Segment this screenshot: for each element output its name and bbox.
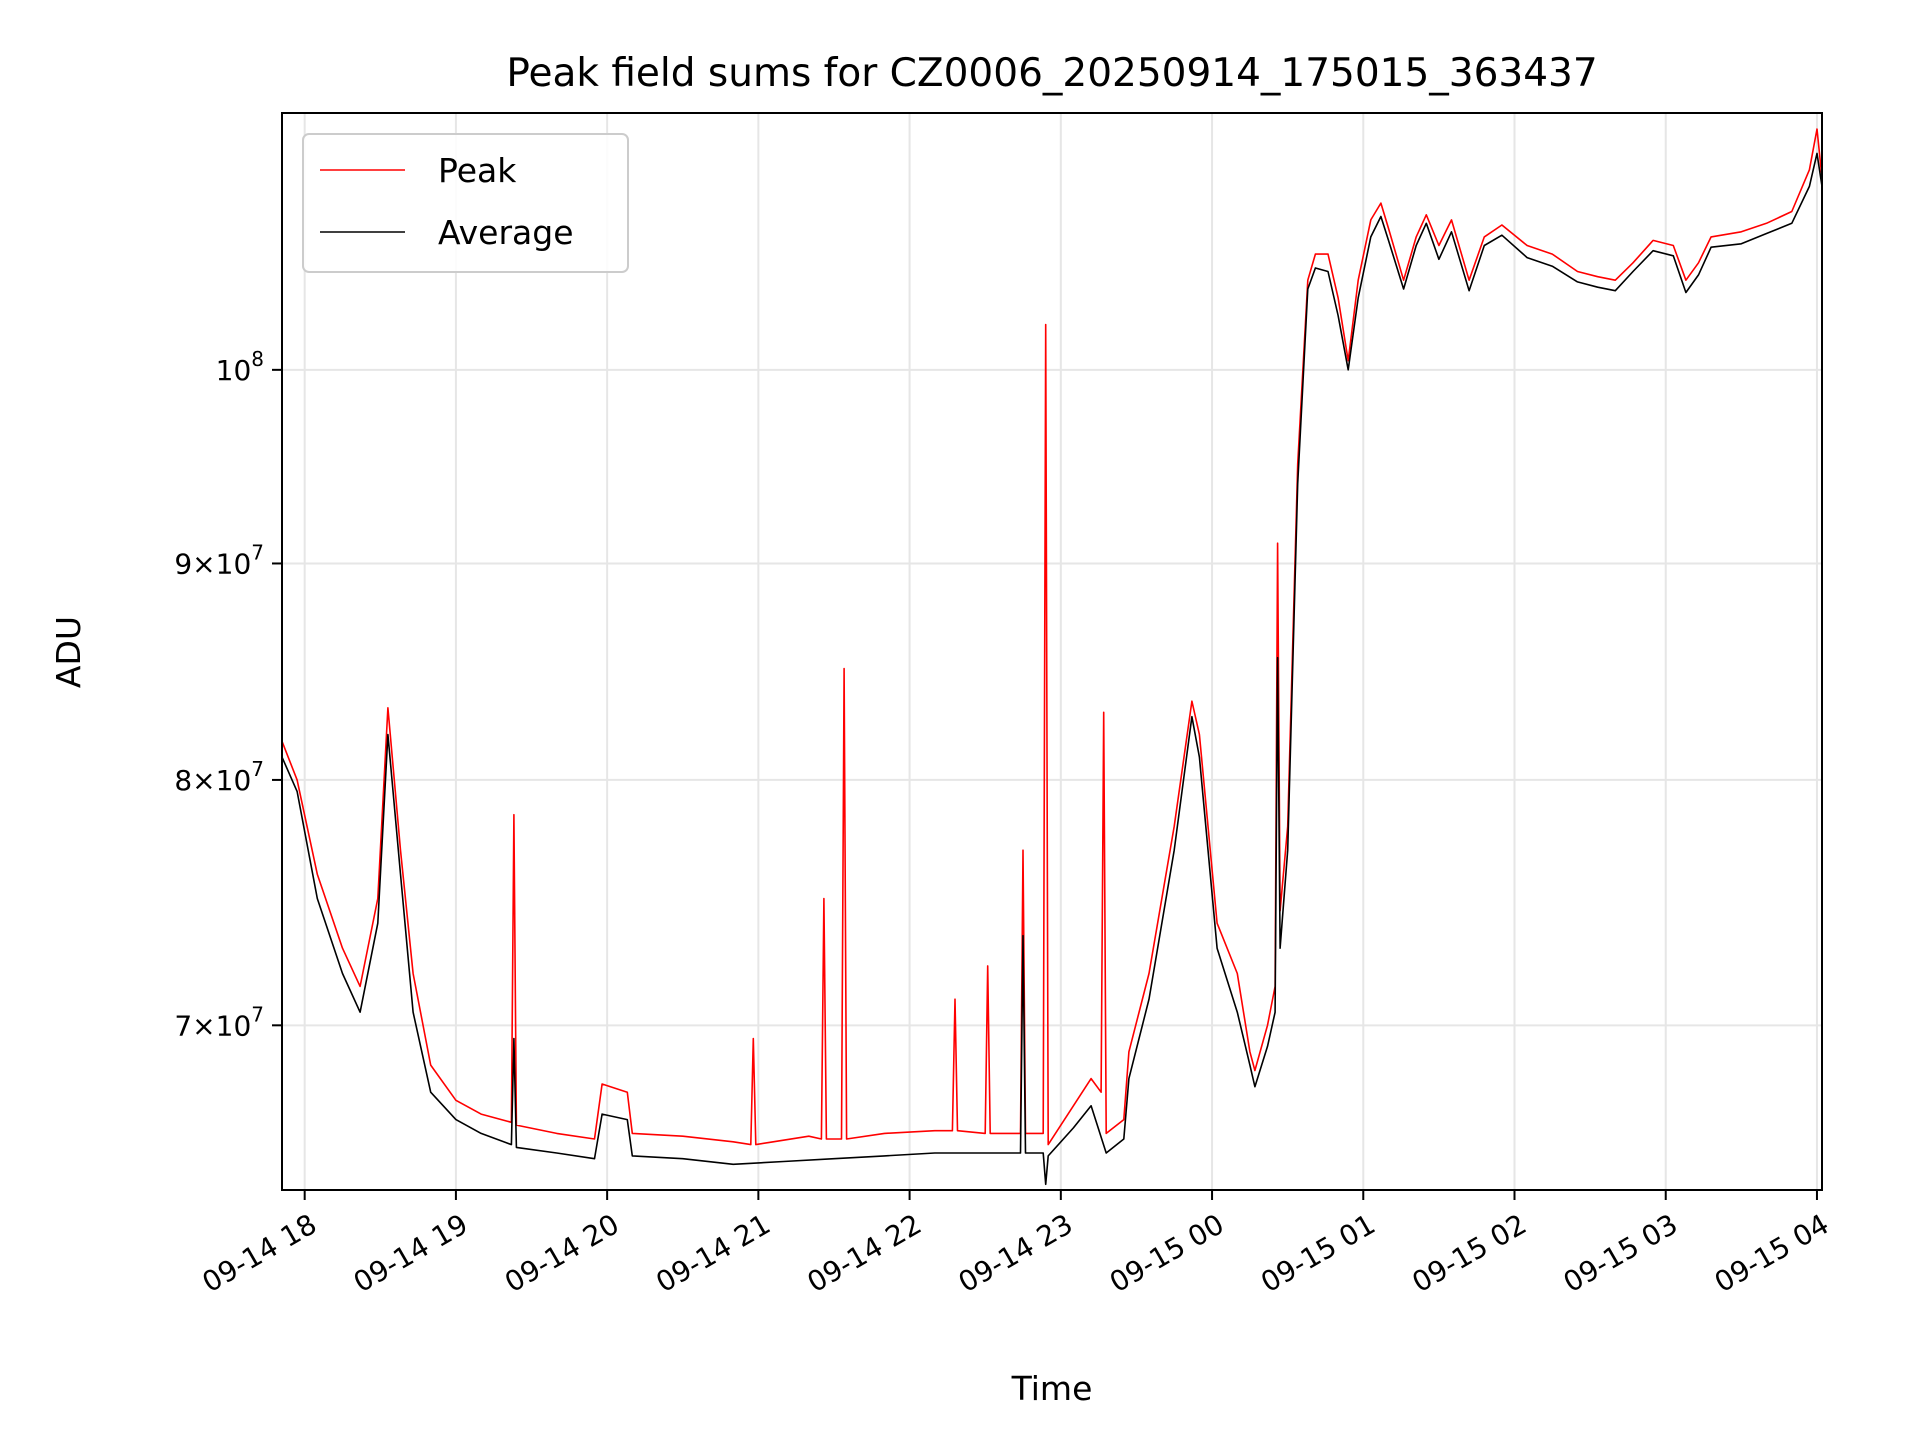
legend-label-peak: Peak xyxy=(438,151,517,190)
y-tick-exponent: 8 xyxy=(251,347,264,371)
y-axis-label: ADU xyxy=(49,616,88,688)
y-tick-label: 108 xyxy=(216,347,264,387)
series-layer xyxy=(282,128,1822,1186)
plot-frame xyxy=(281,112,1823,1191)
x-axis-label: Time xyxy=(1011,1369,1093,1408)
legend: Peak Average xyxy=(302,133,629,273)
series-line-average xyxy=(282,152,1822,1186)
legend-box xyxy=(302,133,629,273)
y-tick-exponent: 7 xyxy=(251,1002,264,1026)
y-tick-label: 8×107 xyxy=(174,757,264,797)
y-tick-base: 7×10 xyxy=(174,1009,251,1042)
chart-title: Peak field sums for CZ0006_20250914_1750… xyxy=(506,51,1597,96)
series-line-peak xyxy=(282,128,1822,1146)
grid xyxy=(282,113,1822,1190)
y-tick-exponent: 7 xyxy=(251,540,264,564)
y-tick-base: 9×10 xyxy=(174,547,251,580)
y-tick-label: 9×107 xyxy=(174,540,264,580)
y-tick-exponent: 7 xyxy=(251,757,264,781)
legend-label-average: Average xyxy=(438,213,574,252)
y-tick-base: 10 xyxy=(216,354,252,387)
y-tick-label: 7×107 xyxy=(174,1002,264,1042)
y-tick-base: 8×10 xyxy=(174,764,251,797)
